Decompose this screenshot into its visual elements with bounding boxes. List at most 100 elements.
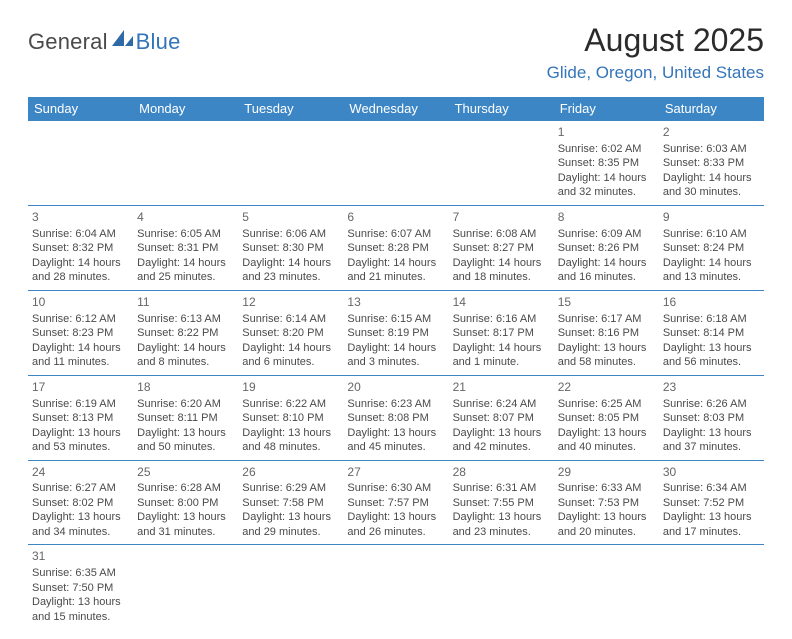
day-number: 1 [558, 125, 655, 141]
sunset-line: Sunset: 8:05 PM [558, 411, 655, 426]
sunset-line: Sunset: 7:53 PM [558, 496, 655, 511]
sunrise-line: Sunrise: 6:10 AM [663, 227, 760, 242]
calendar-blank-cell [238, 121, 343, 206]
day-number: 3 [32, 210, 129, 226]
sunset-line: Sunset: 8:17 PM [453, 326, 550, 341]
day-number: 5 [242, 210, 339, 226]
day-number: 11 [137, 295, 234, 311]
day-number: 27 [347, 465, 444, 481]
calendar-day-cell: 7Sunrise: 6:08 AMSunset: 8:27 PMDaylight… [449, 206, 554, 291]
sunset-line: Sunset: 8:30 PM [242, 241, 339, 256]
calendar-day-cell: 21Sunrise: 6:24 AMSunset: 8:07 PMDayligh… [449, 376, 554, 461]
sunrise-line: Sunrise: 6:12 AM [32, 312, 129, 327]
day-number: 18 [137, 380, 234, 396]
daylight-line: Daylight: 14 hours and 8 minutes. [137, 341, 234, 370]
daylight-line: Daylight: 14 hours and 21 minutes. [347, 256, 444, 285]
sunrise-line: Sunrise: 6:34 AM [663, 481, 760, 496]
sunset-line: Sunset: 8:02 PM [32, 496, 129, 511]
calendar-blank-cell [343, 121, 448, 206]
daylight-line: Daylight: 13 hours and 48 minutes. [242, 426, 339, 455]
header: General Blue August 2025 Glide, Oregon, … [28, 22, 764, 83]
calendar-blank-cell [28, 121, 133, 206]
sunset-line: Sunset: 8:14 PM [663, 326, 760, 341]
calendar-day-cell: 22Sunrise: 6:25 AMSunset: 8:05 PMDayligh… [554, 376, 659, 461]
sunset-line: Sunset: 8:19 PM [347, 326, 444, 341]
sunrise-line: Sunrise: 6:31 AM [453, 481, 550, 496]
day-number: 2 [663, 125, 760, 141]
sunrise-line: Sunrise: 6:35 AM [32, 566, 129, 581]
calendar-day-cell: 2Sunrise: 6:03 AMSunset: 8:33 PMDaylight… [659, 121, 764, 206]
sunrise-line: Sunrise: 6:33 AM [558, 481, 655, 496]
calendar-day-cell: 31Sunrise: 6:35 AMSunset: 7:50 PMDayligh… [28, 545, 133, 629]
calendar-grid: 1Sunrise: 6:02 AMSunset: 8:35 PMDaylight… [28, 121, 764, 629]
day-number: 22 [558, 380, 655, 396]
sunset-line: Sunset: 8:20 PM [242, 326, 339, 341]
calendar-day-cell: 11Sunrise: 6:13 AMSunset: 8:22 PMDayligh… [133, 291, 238, 376]
day-number: 31 [32, 549, 129, 565]
sunrise-line: Sunrise: 6:07 AM [347, 227, 444, 242]
weekday-header-cell: Thursday [449, 97, 554, 121]
daylight-line: Daylight: 14 hours and 3 minutes. [347, 341, 444, 370]
weekday-header-cell: Tuesday [238, 97, 343, 121]
sunset-line: Sunset: 8:32 PM [32, 241, 129, 256]
calendar-blank-cell [133, 121, 238, 206]
sunset-line: Sunset: 8:11 PM [137, 411, 234, 426]
sunrise-line: Sunrise: 6:08 AM [453, 227, 550, 242]
sunrise-line: Sunrise: 6:26 AM [663, 397, 760, 412]
sunset-line: Sunset: 7:52 PM [663, 496, 760, 511]
daylight-line: Daylight: 13 hours and 29 minutes. [242, 510, 339, 539]
calendar-day-cell: 16Sunrise: 6:18 AMSunset: 8:14 PMDayligh… [659, 291, 764, 376]
day-number: 13 [347, 295, 444, 311]
daylight-line: Daylight: 13 hours and 31 minutes. [137, 510, 234, 539]
day-number: 7 [453, 210, 550, 226]
calendar-day-cell: 25Sunrise: 6:28 AMSunset: 8:00 PMDayligh… [133, 461, 238, 546]
logo: General Blue [28, 28, 181, 55]
day-number: 26 [242, 465, 339, 481]
daylight-line: Daylight: 14 hours and 28 minutes. [32, 256, 129, 285]
sunset-line: Sunset: 8:03 PM [663, 411, 760, 426]
calendar-day-cell: 5Sunrise: 6:06 AMSunset: 8:30 PMDaylight… [238, 206, 343, 291]
weekday-header-cell: Saturday [659, 97, 764, 121]
page-title: August 2025 [547, 22, 764, 59]
daylight-line: Daylight: 13 hours and 42 minutes. [453, 426, 550, 455]
sunset-line: Sunset: 8:23 PM [32, 326, 129, 341]
day-number: 4 [137, 210, 234, 226]
daylight-line: Daylight: 14 hours and 23 minutes. [242, 256, 339, 285]
day-number: 14 [453, 295, 550, 311]
day-number: 30 [663, 465, 760, 481]
calendar-day-cell: 15Sunrise: 6:17 AMSunset: 8:16 PMDayligh… [554, 291, 659, 376]
daylight-line: Daylight: 13 hours and 56 minutes. [663, 341, 760, 370]
sunset-line: Sunset: 8:07 PM [453, 411, 550, 426]
day-number: 16 [663, 295, 760, 311]
day-number: 23 [663, 380, 760, 396]
calendar-day-cell: 10Sunrise: 6:12 AMSunset: 8:23 PMDayligh… [28, 291, 133, 376]
calendar-day-cell: 27Sunrise: 6:30 AMSunset: 7:57 PMDayligh… [343, 461, 448, 546]
daylight-line: Daylight: 14 hours and 6 minutes. [242, 341, 339, 370]
sunrise-line: Sunrise: 6:04 AM [32, 227, 129, 242]
daylight-line: Daylight: 13 hours and 45 minutes. [347, 426, 444, 455]
sunrise-line: Sunrise: 6:25 AM [558, 397, 655, 412]
day-number: 20 [347, 380, 444, 396]
day-number: 25 [137, 465, 234, 481]
weekday-header: SundayMondayTuesdayWednesdayThursdayFrid… [28, 97, 764, 121]
weekday-header-cell: Wednesday [343, 97, 448, 121]
daylight-line: Daylight: 14 hours and 1 minute. [453, 341, 550, 370]
sunrise-line: Sunrise: 6:28 AM [137, 481, 234, 496]
calendar-day-cell: 8Sunrise: 6:09 AMSunset: 8:26 PMDaylight… [554, 206, 659, 291]
sunrise-line: Sunrise: 6:23 AM [347, 397, 444, 412]
page-subtitle: Glide, Oregon, United States [547, 63, 764, 83]
weekday-header-cell: Sunday [28, 97, 133, 121]
daylight-line: Daylight: 14 hours and 25 minutes. [137, 256, 234, 285]
calendar-day-cell: 14Sunrise: 6:16 AMSunset: 8:17 PMDayligh… [449, 291, 554, 376]
calendar-day-cell: 9Sunrise: 6:10 AMSunset: 8:24 PMDaylight… [659, 206, 764, 291]
sunset-line: Sunset: 8:28 PM [347, 241, 444, 256]
sunset-line: Sunset: 8:26 PM [558, 241, 655, 256]
sunrise-line: Sunrise: 6:17 AM [558, 312, 655, 327]
sunset-line: Sunset: 8:08 PM [347, 411, 444, 426]
calendar-blank-cell [449, 121, 554, 206]
sunrise-line: Sunrise: 6:16 AM [453, 312, 550, 327]
sunrise-line: Sunrise: 6:06 AM [242, 227, 339, 242]
sunrise-line: Sunrise: 6:24 AM [453, 397, 550, 412]
sunrise-line: Sunrise: 6:13 AM [137, 312, 234, 327]
logo-sail-icon [108, 28, 134, 55]
